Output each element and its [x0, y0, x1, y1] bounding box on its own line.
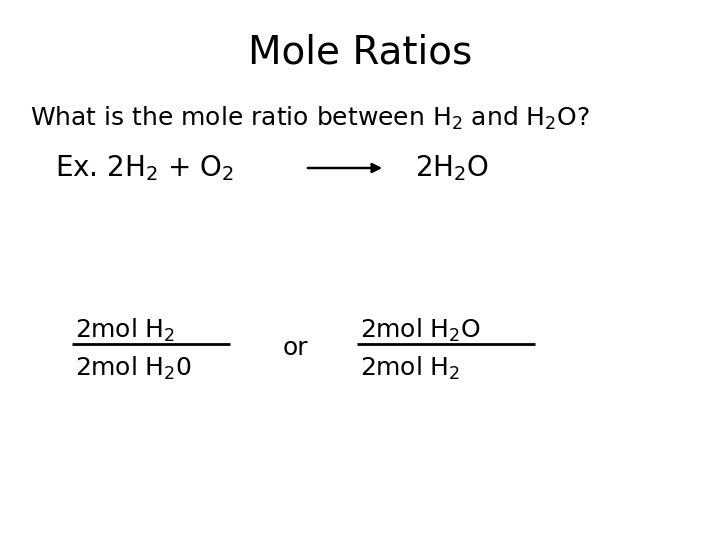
Text: or: or	[282, 336, 308, 360]
Text: Ex. 2H$_2$ + O$_2$: Ex. 2H$_2$ + O$_2$	[55, 153, 234, 183]
Text: What is the mole ratio between H$_2$ and H$_2$O?: What is the mole ratio between H$_2$ and…	[30, 104, 590, 132]
Text: 2mol H$_2$: 2mol H$_2$	[75, 316, 176, 343]
Text: Mole Ratios: Mole Ratios	[248, 33, 472, 71]
Text: 2mol H$_2$: 2mol H$_2$	[360, 354, 460, 382]
Text: 2mol H$_2$O: 2mol H$_2$O	[360, 316, 481, 343]
Text: 2H$_2$O: 2H$_2$O	[415, 153, 489, 183]
Text: 2mol H$_2$0: 2mol H$_2$0	[75, 354, 192, 382]
